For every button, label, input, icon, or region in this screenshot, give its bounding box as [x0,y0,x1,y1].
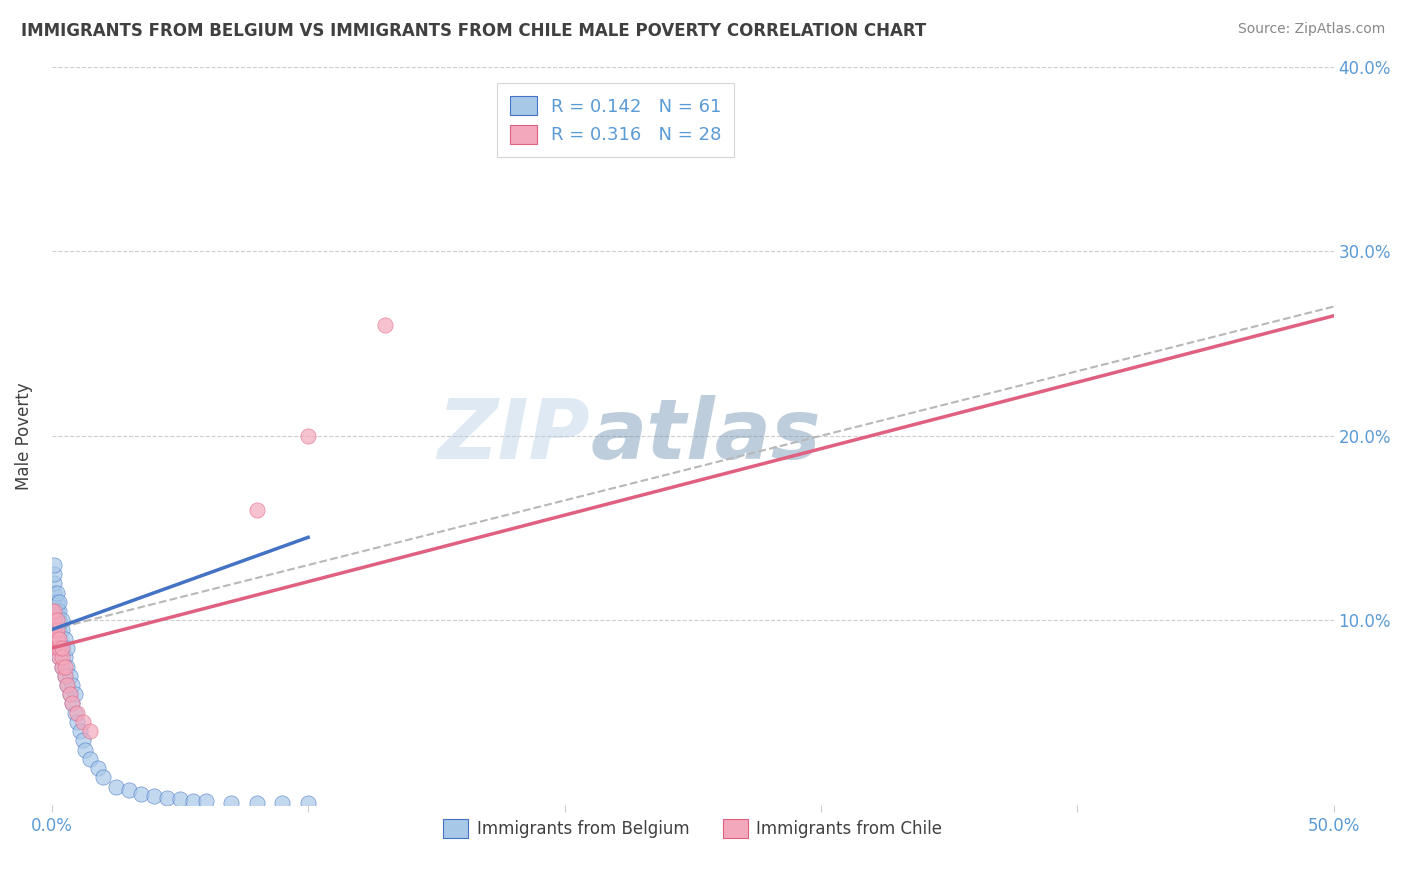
Point [59,669,82,683]
Text: ZIP: ZIP [437,395,591,476]
Point [63,706,86,720]
Point [53,632,76,646]
Point [44,585,66,599]
Point [44,604,66,618]
Point [44,576,66,591]
Point [45,632,67,646]
Point [41,614,63,628]
Point [72,733,94,747]
Point [44,614,66,628]
Y-axis label: Male Poverty: Male Poverty [15,382,32,490]
Point [51,641,73,656]
Point [60,697,83,711]
Point [297,796,319,810]
Point [45,595,67,609]
Point [143,789,166,803]
Point [79,752,101,766]
Point [41,604,63,618]
Point [53,669,76,683]
Point [56,678,79,692]
Point [45,614,67,628]
Point [51,614,73,628]
Point [48,650,70,665]
Point [53,650,76,665]
Point [87,761,110,775]
Point [45,585,67,599]
Point [44,623,66,637]
Point [246,502,269,516]
Point [48,604,70,618]
Point [48,641,70,656]
Point [44,623,66,637]
Point [51,659,73,673]
Point [156,790,179,805]
Point [41,623,63,637]
Point [53,659,76,673]
Point [72,714,94,729]
Point [271,796,294,810]
Point [45,641,67,656]
Point [169,792,191,806]
Point [60,678,83,692]
Point [59,687,82,701]
Point [56,641,79,656]
Point [45,623,67,637]
Point [53,669,76,683]
Point [41,595,63,609]
Point [51,650,73,665]
Point [59,687,82,701]
Point [45,632,67,646]
Point [66,714,89,729]
Point [44,604,66,618]
Legend: Immigrants from Belgium, Immigrants from Chile: Immigrants from Belgium, Immigrants from… [437,813,949,845]
Point [44,595,66,609]
Point [181,794,204,808]
Point [44,614,66,628]
Point [48,632,70,646]
Point [48,641,70,656]
Point [194,794,217,808]
Point [48,623,70,637]
Point [51,641,73,656]
Point [41,614,63,628]
Point [44,558,66,572]
Point [104,780,127,794]
Point [66,706,89,720]
Point [79,724,101,739]
Point [56,678,79,692]
Point [48,614,70,628]
Point [51,623,73,637]
Point [131,787,153,801]
Point [45,614,67,628]
Text: atlas: atlas [591,395,821,476]
Point [91,770,114,784]
Point [41,623,63,637]
Point [75,742,97,756]
Point [44,632,66,646]
Point [48,650,70,665]
Point [41,614,63,628]
Point [69,724,91,739]
Point [51,659,73,673]
Point [60,697,83,711]
Point [44,567,66,582]
Point [48,632,70,646]
Point [63,687,86,701]
Text: Source: ZipAtlas.com: Source: ZipAtlas.com [1237,22,1385,37]
Point [118,783,141,797]
Point [56,659,79,673]
Point [48,595,70,609]
Point [219,796,242,810]
Text: IMMIGRANTS FROM BELGIUM VS IMMIGRANTS FROM CHILE MALE POVERTY CORRELATION CHART: IMMIGRANTS FROM BELGIUM VS IMMIGRANTS FR… [21,22,927,40]
Point [41,604,63,618]
Point [45,623,67,637]
Point [246,796,269,810]
Point [297,429,319,443]
Point [45,604,67,618]
Point [374,318,396,332]
